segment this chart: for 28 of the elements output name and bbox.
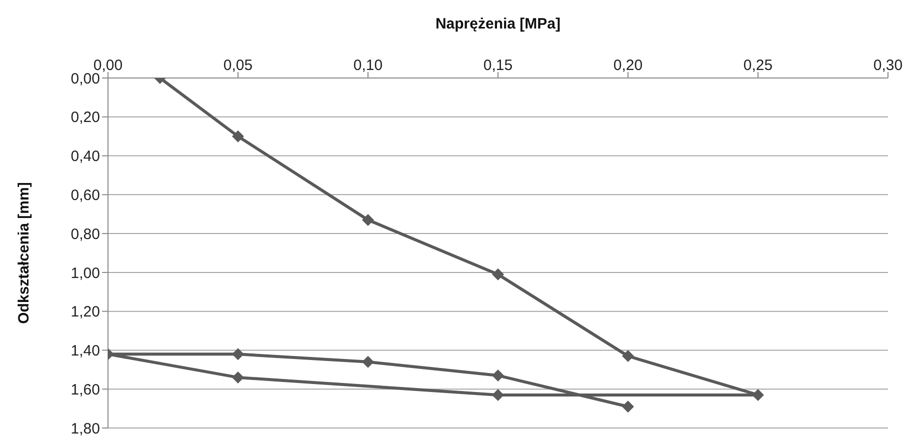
y-tick-label: 1,00 (70, 264, 100, 282)
point (232, 130, 244, 142)
x-tick-label: 0,30 (873, 57, 903, 74)
x-tick-label: 0,10 (353, 57, 383, 74)
point (362, 356, 374, 368)
y-tick-label: 1,60 (70, 381, 100, 398)
y-tick-label: 0,40 (70, 148, 100, 166)
x-tick-label: 0,05 (223, 57, 253, 74)
x-tick-label: 0,15 (483, 57, 513, 74)
y-tick-label: 0,80 (70, 226, 100, 243)
point (492, 388, 504, 401)
y-tick-label: 1,80 (70, 420, 100, 438)
point (492, 268, 504, 280)
x-tick-label: 0,20 (613, 57, 643, 74)
point (362, 214, 374, 226)
point (232, 348, 244, 360)
x-tick-label: 0,25 (743, 57, 773, 74)
y-tick-label: 0,20 (70, 109, 100, 126)
point (492, 370, 504, 382)
x-axis-title: Naprężenia [MPa] (435, 16, 561, 33)
y-tick-label: 1,20 (70, 304, 100, 321)
point (232, 371, 244, 384)
y-axis-title: Odkształcenia [mm] (15, 182, 32, 324)
point (622, 400, 634, 413)
y-tick-label: 0,60 (70, 186, 100, 204)
point (622, 350, 634, 362)
y-tick-label: 1,40 (70, 342, 100, 360)
point (752, 388, 764, 401)
